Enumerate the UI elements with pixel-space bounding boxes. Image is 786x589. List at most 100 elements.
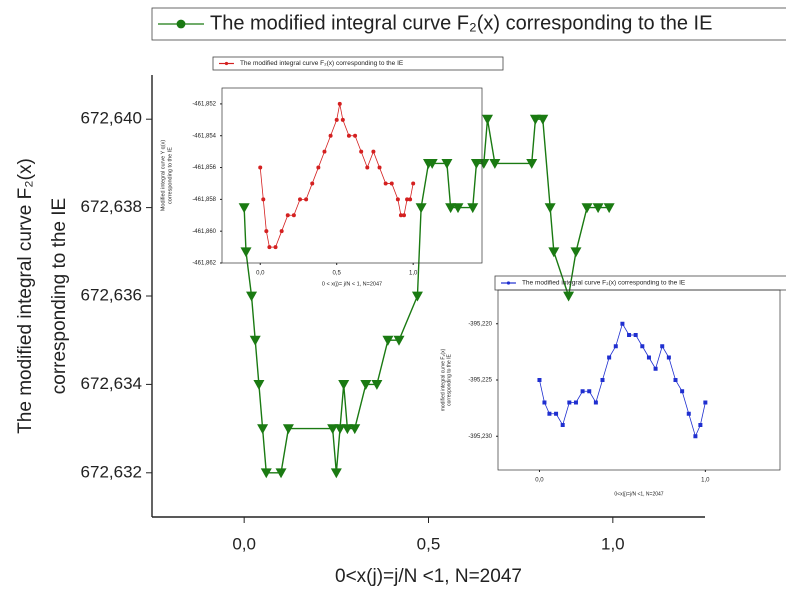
y-tick-label: -461,860 — [192, 229, 216, 235]
legend-text: The modified integral curve F₂(x) corres… — [522, 280, 686, 287]
data-line — [243, 118, 610, 474]
marker — [653, 366, 658, 371]
marker — [603, 203, 615, 214]
legend-text: The modified integral curve F₂(x) corres… — [240, 60, 404, 67]
plot-frame — [221, 87, 483, 264]
marker — [563, 291, 575, 302]
x-tick-label: 1,0 — [701, 477, 710, 483]
y-tick-label: 672,638 — [81, 197, 142, 216]
marker — [613, 344, 618, 349]
marker — [257, 424, 269, 435]
marker — [338, 380, 350, 390]
marker — [330, 468, 342, 479]
y-tick-label: -461,852 — [192, 101, 216, 107]
x-tick-label: 1,0 — [409, 270, 418, 276]
marker — [698, 423, 703, 427]
y-axis-label: corresponding to the IE — [49, 198, 70, 394]
y-tick-label: -395,220 — [468, 321, 492, 327]
marker — [282, 424, 294, 435]
marker — [408, 197, 413, 202]
marker — [327, 424, 339, 435]
y-tick-label: -461,858 — [192, 197, 216, 203]
y-axis-label: Modified integral curve Y q(x) — [160, 140, 166, 211]
marker — [249, 335, 261, 346]
marker — [620, 321, 625, 326]
data-line — [539, 322, 706, 438]
marker — [395, 197, 400, 202]
x-tick-label: 0,0 — [232, 535, 256, 554]
marker — [264, 229, 269, 234]
marker — [481, 114, 493, 125]
marker — [470, 159, 482, 169]
marker — [573, 400, 578, 405]
marker — [544, 203, 556, 214]
marker — [593, 400, 598, 405]
marker — [411, 291, 423, 302]
marker — [548, 247, 560, 258]
marker — [258, 165, 263, 170]
marker — [441, 159, 453, 169]
y-axis-label: modified integral curve F₂(x) — [440, 348, 446, 411]
marker — [686, 411, 691, 416]
marker — [360, 380, 372, 390]
marker — [703, 400, 708, 405]
y-tick-label: -461,856 — [192, 165, 216, 171]
marker — [415, 203, 427, 214]
x-tick-label: 0,0 — [256, 270, 265, 276]
y-tick-label: 672,634 — [81, 374, 142, 393]
legend-marker — [224, 61, 229, 66]
marker — [359, 149, 364, 154]
marker — [334, 117, 339, 122]
y-tick-label: 672,632 — [81, 462, 142, 481]
marker — [570, 247, 582, 258]
marker — [260, 468, 272, 479]
marker — [426, 159, 438, 169]
data-line — [259, 103, 414, 248]
marker — [445, 203, 457, 214]
marker — [275, 468, 287, 479]
marker — [328, 133, 333, 138]
marker — [693, 434, 698, 439]
y-axis-label: The modified integral curve F₂(x) — [15, 158, 36, 434]
marker — [389, 181, 394, 186]
marker — [489, 159, 501, 169]
marker — [382, 335, 394, 346]
x-tick-label: 0,5 — [417, 535, 441, 554]
y-tick-label: 672,636 — [81, 285, 142, 304]
marker — [680, 389, 685, 394]
marker — [640, 344, 645, 349]
marker — [298, 197, 302, 202]
y-tick-label: -461,854 — [192, 133, 216, 139]
marker — [580, 389, 585, 394]
x-axis-label: 0 < x(j)= j/N < 1, N=2047 — [322, 281, 382, 287]
marker — [526, 159, 538, 169]
marker — [581, 203, 593, 214]
marker — [600, 378, 605, 382]
legend-box — [212, 56, 504, 71]
marker — [567, 400, 572, 405]
marker — [261, 197, 266, 202]
marker — [304, 197, 309, 202]
marker — [405, 197, 410, 202]
marker — [322, 149, 327, 154]
x-tick-label: 1,0 — [601, 535, 625, 554]
marker — [467, 203, 479, 214]
marker — [607, 355, 612, 360]
marker — [554, 411, 559, 416]
marker — [371, 149, 376, 154]
marker — [346, 133, 351, 138]
marker — [393, 335, 405, 346]
marker — [478, 159, 490, 169]
marker — [353, 133, 358, 138]
marker — [285, 213, 290, 218]
marker — [542, 400, 547, 405]
x-axis-label: 0<x(j)=j/N <1, N=2047 — [335, 566, 522, 587]
marker — [341, 424, 353, 435]
marker — [273, 245, 278, 250]
marker — [673, 378, 678, 382]
y-tick-label: -395,230 — [468, 434, 492, 440]
marker — [291, 213, 296, 218]
marker — [402, 213, 406, 218]
